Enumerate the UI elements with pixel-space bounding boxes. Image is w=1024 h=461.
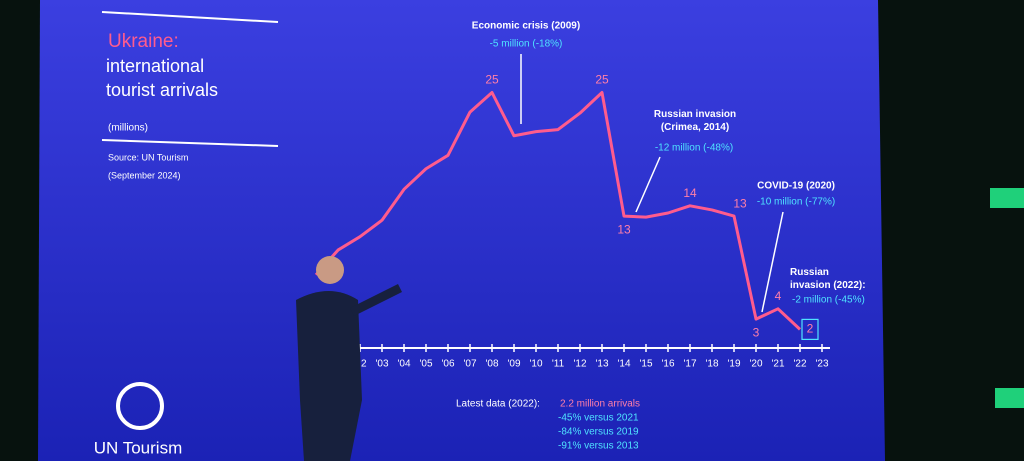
value-label: 13 <box>617 222 631 236</box>
speaker-arm <box>349 283 403 317</box>
x-tick-label: '22 <box>793 359 806 370</box>
x-tick-label: '04 <box>397 359 410 370</box>
annotation-text: -12 million (-48%) <box>655 143 733 154</box>
x-tick-label: '14 <box>617 359 630 370</box>
label-box <box>801 318 819 340</box>
latest-heading: Latest data (2022): <box>456 399 540 410</box>
annotation-box: Russian invasion (Crimea, 2014) <box>653 109 737 133</box>
chart-title: Ukraine: <box>108 31 179 52</box>
rule <box>101 139 279 147</box>
rule <box>101 11 279 23</box>
source: (September 2024) <box>108 170 181 180</box>
logo-text: UN Tourism <box>94 438 182 457</box>
arrow <box>635 156 661 213</box>
x-tick-label: '18 <box>705 359 718 370</box>
annotation-title: Russian invasion (2022): <box>790 267 866 291</box>
speaker <box>296 256 403 461</box>
x-tick-label: '10 <box>529 359 542 370</box>
latest-line: -45% versus 2021 <box>558 413 639 424</box>
x-tick-label: '16 <box>661 359 674 370</box>
value-label: 3 <box>753 325 760 339</box>
source: Source: UN Tourism <box>108 152 188 162</box>
value-label: 14 <box>683 186 697 200</box>
annotation-title: Russian invasion (Crimea, 2014) <box>653 109 737 133</box>
x-tick-label: '11 <box>552 359 565 370</box>
value-label: 25 <box>485 73 499 87</box>
logo-icon <box>116 382 164 430</box>
x-tick-label: '07 <box>463 359 476 370</box>
x-tick-label: '06 <box>441 359 454 370</box>
annotation-title: COVID-19 (2020) <box>757 181 835 192</box>
x-tick-label: '19 <box>727 359 740 370</box>
x-tick-label: '09 <box>507 359 520 370</box>
latest-line: 2.2 million arrivals <box>560 399 640 410</box>
annotation-text: -5 million (-18%) <box>490 39 563 50</box>
x-tick-label: '17 <box>683 359 696 370</box>
speaker-body <box>296 291 362 461</box>
annotation-box: Russian invasion (2022): <box>790 267 866 291</box>
screen <box>38 0 885 461</box>
x-tick-label: '12 <box>573 359 586 370</box>
x-tick-label: '05 <box>419 359 432 370</box>
annotation-title: Economic crisis (2009) <box>472 21 580 32</box>
x-tick-label: '21 <box>771 359 784 370</box>
latest-line: -91% versus 2013 <box>558 441 639 452</box>
unit: (millions) <box>108 123 148 134</box>
stage-light <box>995 388 1024 408</box>
chart-subtitle: international tourist arrivals <box>106 56 219 100</box>
value-label: 25 <box>595 73 609 87</box>
value-label: 2 <box>807 322 814 336</box>
x-tick-label: '23 <box>815 359 828 370</box>
x-tick-label: '15 <box>639 359 652 370</box>
x-tick-label: '08 <box>485 359 498 370</box>
x-tick-label: '13 <box>595 359 608 370</box>
value-label: 13 <box>733 196 747 210</box>
subtitle-box: international tourist arrivals <box>106 56 219 100</box>
data-line <box>314 91 802 331</box>
annotation-text: -10 million (-77%) <box>757 197 835 208</box>
arrow <box>761 211 784 313</box>
annotation-text: -2 million (-45%) <box>792 295 865 306</box>
x-tick-label: '03 <box>375 359 388 370</box>
latest-line: -84% versus 2019 <box>558 427 639 438</box>
speaker-head <box>316 256 344 284</box>
x-tick-label: '20 <box>749 359 762 370</box>
value-label: 4 <box>775 289 782 303</box>
stage-light <box>990 188 1024 208</box>
